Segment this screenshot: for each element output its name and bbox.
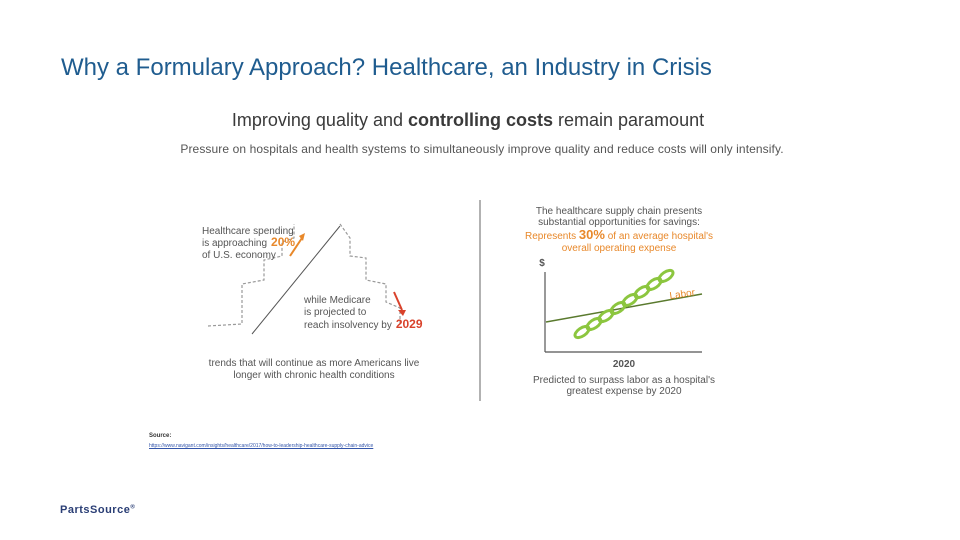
trends-line2: longer with chronic health conditions — [233, 370, 394, 381]
right-head-line3: Represents 30% of an average hospital's — [525, 227, 713, 242]
spending-line2: is approaching 20% — [202, 235, 295, 249]
left-panel: Healthcare spending is approaching 20% of… — [202, 223, 423, 381]
caption-line2: greatest expense by 2020 — [566, 386, 682, 397]
red-arrowhead-icon — [398, 310, 406, 316]
labor-label: Labor — [669, 287, 697, 302]
medicare-line1: while Medicare — [303, 295, 371, 306]
spending-pct: 20% — [271, 235, 295, 249]
medicare-year: 2029 — [396, 317, 423, 331]
slide-title: Why a Formulary Approach? Healthcare, an… — [61, 54, 712, 81]
orange-arrowhead-icon — [299, 233, 305, 241]
represents-post: of an average hospital's — [605, 231, 713, 242]
spending-line3: of U.S. economy — [202, 250, 276, 261]
right-head-line4: overall operating expense — [562, 243, 677, 254]
medicare-dashed-line — [339, 223, 401, 324]
spending-line2-text: is approaching — [202, 238, 267, 249]
subtitle-bold: controlling costs — [408, 110, 554, 130]
trends-line1: trends that will continue as more Americ… — [209, 358, 420, 369]
represents-pre: Represents — [525, 231, 579, 242]
subtitle-post: remain paramount — [553, 110, 705, 130]
represents-pct: 30% — [579, 227, 605, 242]
red-arrow-icon — [393, 291, 403, 311]
right-head-line2: substantial opportunities for savings: — [538, 217, 700, 228]
diagonal-line — [251, 225, 341, 335]
infographic: Healthcare spending is approaching 20% of… — [202, 200, 715, 401]
right-head-line1: The healthcare supply chain presents — [536, 206, 702, 217]
slide-description: Pressure on hospitals and health systems… — [180, 142, 784, 156]
source-label: Source: — [149, 433, 172, 439]
spending-line1: Healthcare spending — [202, 226, 294, 237]
orange-arrow-icon — [289, 237, 303, 257]
medicare-line3-text: reach insolvency by — [304, 320, 392, 331]
medicare-line3: reach insolvency by 2029 — [304, 317, 423, 331]
subtitle-pre: Improving quality and — [231, 110, 408, 130]
x-axis-label: 2020 — [613, 359, 636, 370]
caption-line1: Predicted to surpass labor as a hospital… — [533, 375, 715, 386]
slide-subtitle: Improving quality and controlling costs … — [0, 110, 936, 131]
right-panel: The healthcare supply chain presents sub… — [525, 206, 715, 397]
spending-dashed-line — [207, 224, 295, 327]
logo-trademark: ® — [130, 504, 136, 511]
logo-text: PartsSource — [60, 504, 131, 516]
supply-chain-icon — [573, 268, 675, 340]
partssource-logo: PartsSource® — [60, 504, 135, 516]
source-link[interactable]: https://www.navigant.com/insights/health… — [149, 443, 374, 449]
y-axis-label: $ — [539, 258, 545, 269]
medicare-line2: is projected to — [304, 307, 367, 318]
